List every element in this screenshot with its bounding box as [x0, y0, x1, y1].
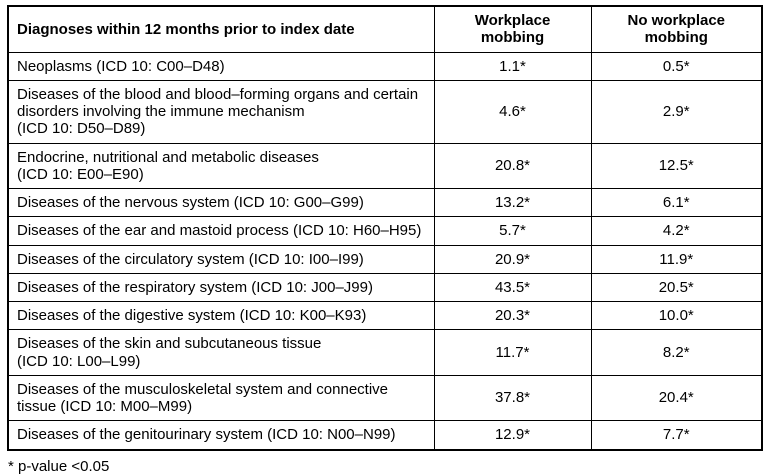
table-row: Neoplasms (ICD 10: C00–D48) 1.1* 0.5*	[7, 51, 763, 81]
diagnoses-table: Diagnoses within 12 months prior to inde…	[7, 5, 763, 451]
workplace-mobbing-value: 1.1*	[433, 51, 592, 81]
document-page: Diagnoses within 12 months prior to inde…	[7, 5, 763, 475]
workplace-mobbing-value: 20.9*	[433, 244, 592, 274]
workplace-mobbing-value: 20.3*	[433, 300, 592, 331]
table-row: Diseases of the skin and subcutaneous ti…	[7, 329, 763, 376]
diagnosis-cell: Diseases of the musculoskeletal system a…	[7, 374, 435, 422]
diagnosis-cell: Diseases of the digestive system (ICD 10…	[7, 300, 435, 331]
table-row: Diseases of the digestive system (ICD 10…	[7, 300, 763, 331]
no-workplace-mobbing-value: 12.5*	[590, 142, 763, 189]
diagnosis-cell: Diseases of the skin and subcutaneous ti…	[7, 329, 435, 376]
diagnosis-cell: Diseases of the nervous system (ICD 10: …	[7, 187, 435, 218]
no-workplace-mobbing-value: 20.5*	[590, 272, 763, 303]
column-header-diagnosis: Diagnoses within 12 months prior to inde…	[7, 5, 435, 53]
no-workplace-mobbing-value: 2.9*	[590, 79, 763, 144]
table-row: Diseases of the circulatory system (ICD …	[7, 244, 763, 274]
workplace-mobbing-value: 12.9*	[433, 420, 592, 450]
table-row: Diseases of the musculoskeletal system a…	[7, 374, 763, 422]
table-row: Diseases of the ear and mastoid process …	[7, 216, 763, 246]
no-workplace-mobbing-value: 20.4*	[590, 374, 763, 422]
column-header-no-workplace-mobbing: No workplace mobbing	[590, 5, 763, 53]
diagnosis-cell: Diseases of the genitourinary system (IC…	[7, 420, 435, 450]
table-row: Diseases of the respiratory system (ICD …	[7, 272, 763, 303]
no-workplace-mobbing-value: 6.1*	[590, 187, 763, 218]
no-workplace-mobbing-value: 0.5*	[590, 51, 763, 81]
table-row: Diseases of the nervous system (ICD 10: …	[7, 187, 763, 218]
no-workplace-mobbing-value: 4.2*	[590, 216, 763, 246]
diagnosis-cell: Diseases of the respiratory system (ICD …	[7, 272, 435, 303]
table-row: Endocrine, nutritional and metabolic dis…	[7, 142, 763, 189]
workplace-mobbing-value: 13.2*	[433, 187, 592, 218]
workplace-mobbing-value: 4.6*	[433, 79, 592, 144]
p-value-footnote: * p-value <0.05	[8, 457, 110, 475]
diagnosis-cell: Diseases of the ear and mastoid process …	[7, 216, 435, 246]
workplace-mobbing-value: 20.8*	[433, 142, 592, 189]
no-workplace-mobbing-value: 7.7*	[590, 420, 763, 450]
no-workplace-mobbing-value: 10.0*	[590, 300, 763, 331]
no-workplace-mobbing-value: 8.2*	[590, 329, 763, 376]
workplace-mobbing-value: 37.8*	[433, 374, 592, 422]
workplace-mobbing-value: 43.5*	[433, 272, 592, 303]
table-header-row: Diagnoses within 12 months prior to inde…	[7, 5, 763, 53]
diagnosis-cell: Diseases of the blood and blood–forming …	[7, 79, 435, 144]
diagnosis-cell: Endocrine, nutritional and metabolic dis…	[7, 142, 435, 189]
diagnosis-cell: Neoplasms (ICD 10: C00–D48)	[7, 51, 435, 81]
column-header-workplace-mobbing: Workplace mobbing	[433, 5, 592, 53]
workplace-mobbing-value: 5.7*	[433, 216, 592, 246]
diagnosis-cell: Diseases of the circulatory system (ICD …	[7, 244, 435, 274]
table-row: Diseases of the genitourinary system (IC…	[7, 420, 763, 450]
workplace-mobbing-value: 11.7*	[433, 329, 592, 376]
no-workplace-mobbing-value: 11.9*	[590, 244, 763, 274]
table-row: Diseases of the blood and blood–forming …	[7, 79, 763, 144]
